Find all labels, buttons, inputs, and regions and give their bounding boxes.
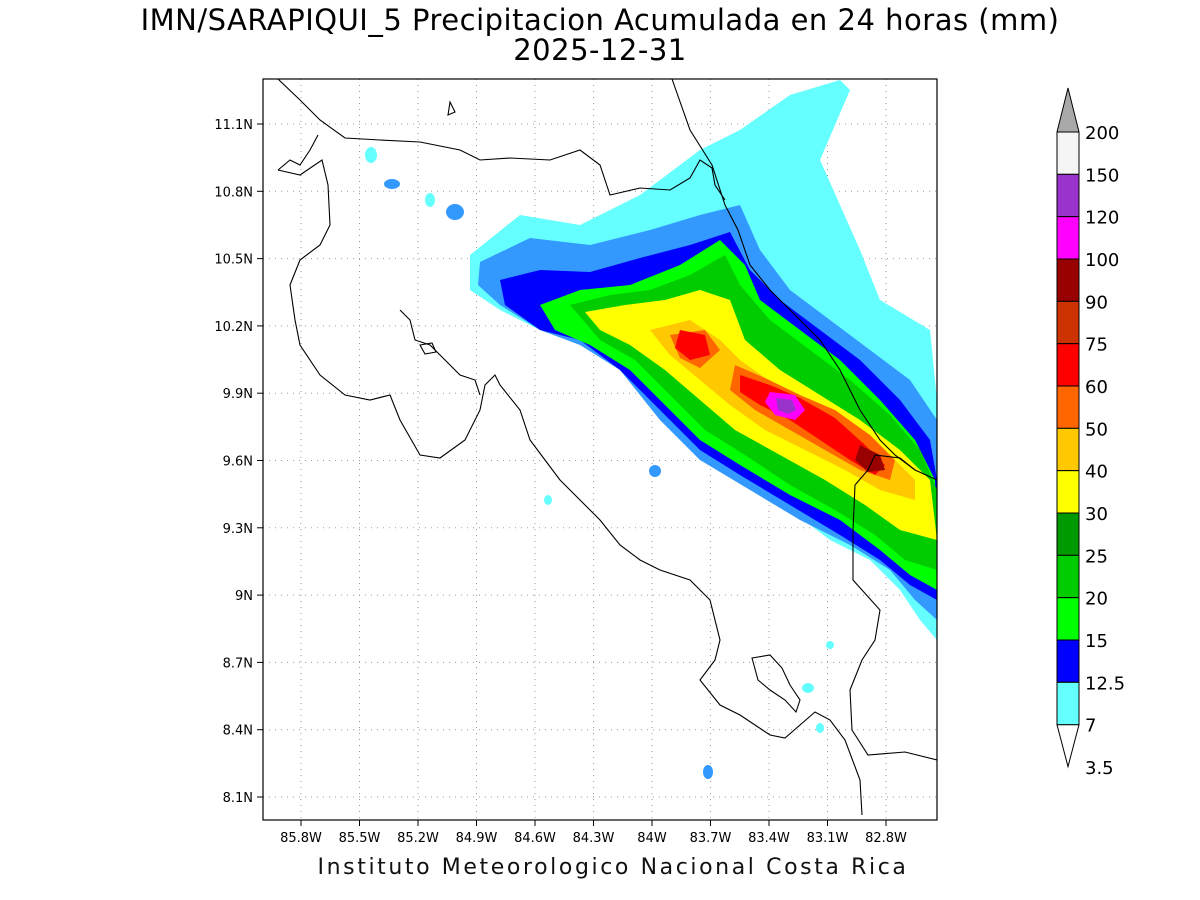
lat-tick-label: 10.8N — [214, 185, 253, 200]
colorbar-segment — [1056, 343, 1080, 387]
colorbar-segment — [1056, 131, 1080, 175]
colorbar-label: 20 — [1085, 589, 1108, 610]
island — [419, 342, 437, 355]
precip-cell — [649, 465, 661, 477]
colorbar-segment — [1056, 216, 1080, 260]
colorbar-label: 100 — [1085, 250, 1119, 271]
colorbar-label: 60 — [1085, 377, 1108, 398]
map-title: IMN/SARAPIQUI_5 Precipitacion Acumulada … — [140, 3, 1060, 37]
nicoya-gulf — [399, 309, 481, 396]
colorbar-label: 40 — [1085, 462, 1108, 483]
colorbar-label: 200 — [1085, 123, 1119, 144]
precip-band-150 — [776, 398, 796, 414]
map-frame — [262, 78, 938, 821]
coastlines — [277, 79, 937, 816]
panama-border — [849, 454, 937, 761]
lon-tick-label: 85.8W — [280, 831, 322, 846]
lon-tick-label: 85.2W — [397, 831, 439, 846]
precip-band-90 — [855, 445, 885, 472]
nicaragua-border — [277, 79, 726, 201]
colorbar-label: 50 — [1085, 419, 1108, 440]
lon-tick-label: 83.1W — [807, 831, 849, 846]
lat-tick-label: 9.3N — [223, 522, 253, 537]
lon-tick-label: 82.8W — [865, 831, 907, 846]
lat-tick-label: 8.4N — [223, 724, 253, 739]
colorbar-label: 7 — [1085, 716, 1096, 737]
coast-ext — [277, 134, 319, 171]
lat-tick-label: 11.1N — [214, 118, 253, 133]
colorbar-segment — [1056, 512, 1080, 556]
credit-line: Instituto Meteorologico Nacional Costa R… — [317, 855, 909, 880]
colorbar — [1056, 87, 1080, 769]
colorbar-label: 120 — [1085, 208, 1119, 229]
lon-tick-label: 84.6W — [514, 831, 556, 846]
map-date: 2025-12-31 — [513, 33, 687, 67]
lon-tick-label: 83.7W — [690, 831, 732, 846]
lon-tick-label: 84.9W — [456, 831, 498, 846]
colorbar-label: 30 — [1085, 504, 1108, 525]
colorbar-segment — [1056, 681, 1080, 726]
lat-tick-label: 8.1N — [223, 791, 253, 806]
precip-cell — [544, 495, 552, 505]
lon-tick-label: 84.3W — [573, 831, 615, 846]
colorbar-label: 150 — [1085, 165, 1119, 186]
colorbar-bottom-triangle — [1056, 724, 1080, 769]
precip-cell — [816, 723, 824, 733]
colorbar-label: 15 — [1085, 631, 1108, 652]
precipitation-field — [365, 80, 937, 779]
colorbar-label: 75 — [1085, 335, 1108, 356]
colorbar-segment — [1056, 173, 1080, 218]
pacific-coast — [277, 159, 863, 816]
precip-cell — [365, 147, 377, 163]
precip-cell — [425, 193, 435, 207]
precip-cell — [384, 179, 400, 189]
colorbar-label: 3.5 — [1085, 758, 1114, 779]
lake-island — [447, 100, 456, 116]
colorbar-segment — [1056, 258, 1080, 302]
colorbar-segment — [1056, 597, 1080, 641]
precip-cell — [446, 204, 464, 220]
lat-tick-label: 10.2N — [214, 320, 253, 335]
lat-tick-label: 10.5N — [214, 253, 253, 268]
colorbar-label: 25 — [1085, 546, 1108, 567]
colorbar-segment — [1056, 385, 1080, 429]
precip-cell — [802, 683, 814, 693]
lat-tick-label: 9N — [235, 589, 253, 604]
lat-tick-label: 8.7N — [223, 656, 253, 671]
lon-tick-label: 84W — [637, 831, 667, 846]
colorbar-label: 12.5 — [1085, 673, 1125, 694]
colorbar-label: 90 — [1085, 292, 1108, 313]
colorbar-segment — [1056, 427, 1080, 472]
lon-tick-label: 83.4W — [748, 831, 790, 846]
caribbean-coast — [671, 79, 937, 481]
precip-cell — [826, 641, 834, 649]
colorbar-top-triangle — [1056, 87, 1080, 133]
colorbar-segment — [1056, 470, 1080, 514]
colorbar-segment — [1056, 300, 1080, 345]
lon-tick-label: 85.5W — [339, 831, 381, 846]
precip-cell — [703, 765, 713, 779]
osa-peninsula — [751, 654, 801, 714]
colorbar-segment — [1056, 554, 1080, 599]
colorbar-segment — [1056, 639, 1080, 683]
lat-tick-label: 9.6N — [223, 455, 253, 470]
precip-band-60 — [675, 330, 710, 360]
lat-tick-label: 9.9N — [223, 387, 253, 402]
